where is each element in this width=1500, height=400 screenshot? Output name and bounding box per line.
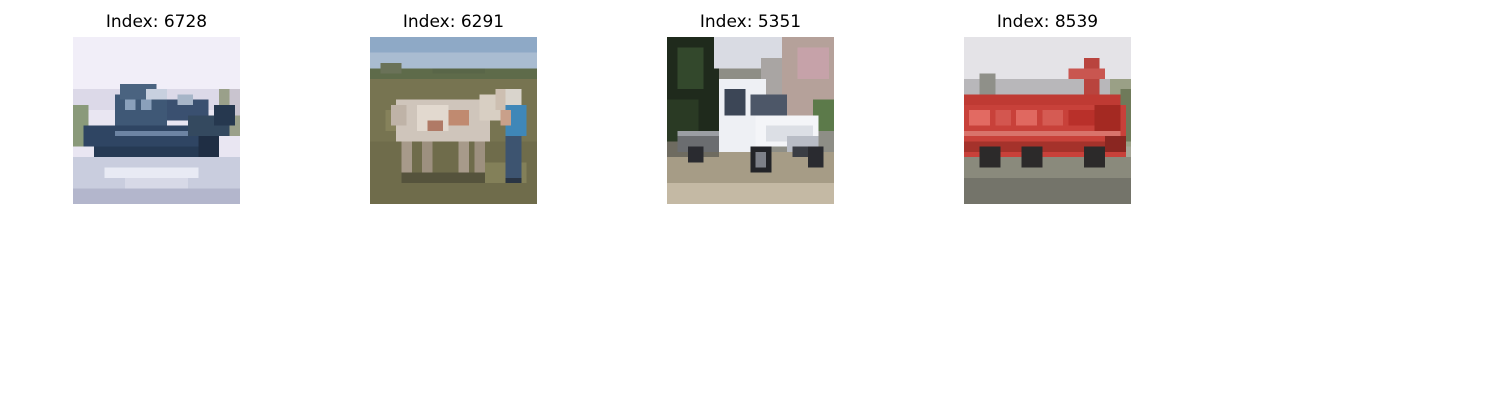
horse-image [370, 37, 537, 204]
panel-title: Index: 6728 [105, 12, 208, 32]
boat-image [73, 37, 240, 204]
panel-title: Index: 5351 [699, 12, 802, 32]
white-truck-image [667, 37, 834, 204]
panel-title: Index: 6291 [402, 12, 505, 32]
red-fire-truck-image [964, 37, 1131, 204]
panel-title: Index: 8539 [996, 12, 1099, 32]
